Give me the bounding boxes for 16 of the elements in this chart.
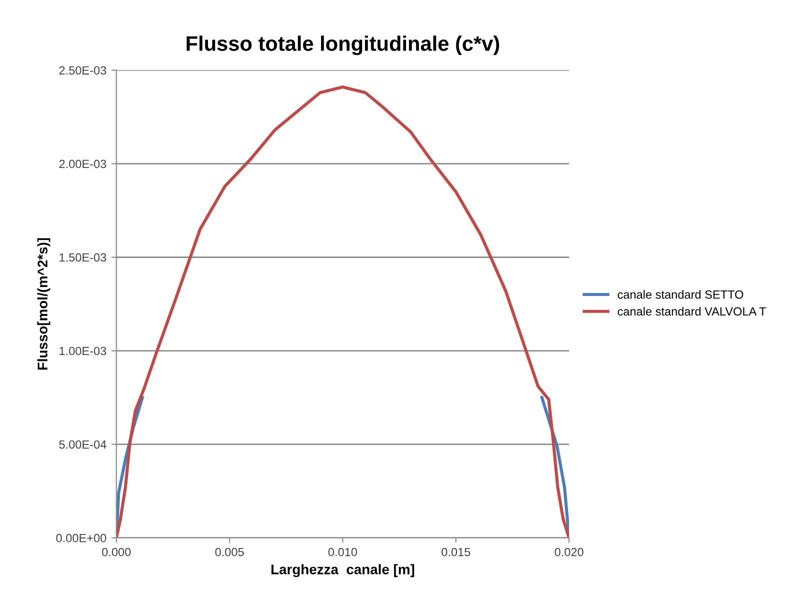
y-tick-label: 1.50E-03: [60, 253, 106, 262]
x-tick-label: 0.015: [442, 548, 470, 556]
legend-label: canale standard SETTO: [618, 290, 744, 299]
y-tick-label: 2.00E-03: [59, 160, 106, 168]
legend-label: canale standard VALVOLA T: [618, 306, 766, 316]
x-tick-label: 0.020: [554, 548, 584, 556]
y-tick-label: 2.50E-03: [59, 66, 106, 75]
y-axis-title: Flusso[mol/(m^2*s)]: [37, 238, 50, 370]
y-tick-label: 0.00E+00: [56, 534, 106, 542]
y-tick-label: 1.00E-03: [60, 346, 106, 356]
x-tick-label: 0.005: [215, 548, 244, 556]
x-tick-label: 0.010: [328, 548, 358, 556]
x-tick-label: 0.000: [102, 548, 131, 556]
x-axis-title: Larghezza canale [m]: [271, 564, 414, 578]
chart-title: Flusso totale longitudinale (c*v): [186, 36, 500, 56]
y-tick-label: 5.00E-04: [59, 440, 106, 449]
